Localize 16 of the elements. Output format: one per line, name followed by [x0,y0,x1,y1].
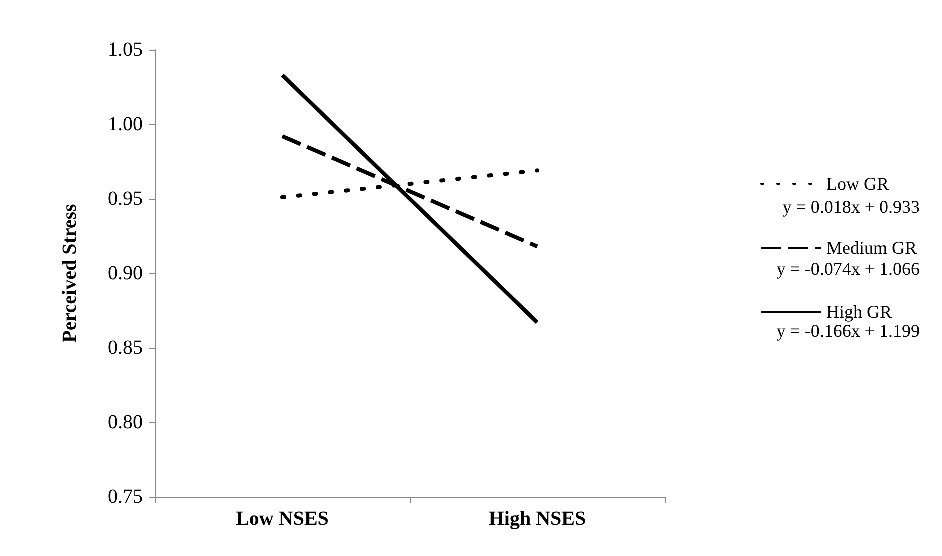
y-tick-label: 0.75 [108,486,143,508]
y-tick-label: 0.85 [108,337,143,359]
y-tick-label: 0.80 [108,412,143,434]
text: y = 0.018x + 0.933 [782,197,920,217]
text: y = -0.074x + 1.066 [776,259,920,279]
y-tick-label: 0.95 [108,188,143,210]
legend-label: Medium GR [826,238,918,258]
legend-label: High GR [826,302,892,322]
legend-label: Low GR [826,174,889,194]
x-tick-label: High NSES [488,508,586,530]
y-tick-label: 1.05 [108,39,143,61]
x-tick-label: Low NSES [236,508,329,530]
y-axis-title: Perceived Stress [59,204,81,343]
text: y = -0.166x + 1.199 [776,321,920,341]
y-tick-label: 0.90 [108,262,143,284]
y-tick-label: 1.00 [108,114,143,136]
